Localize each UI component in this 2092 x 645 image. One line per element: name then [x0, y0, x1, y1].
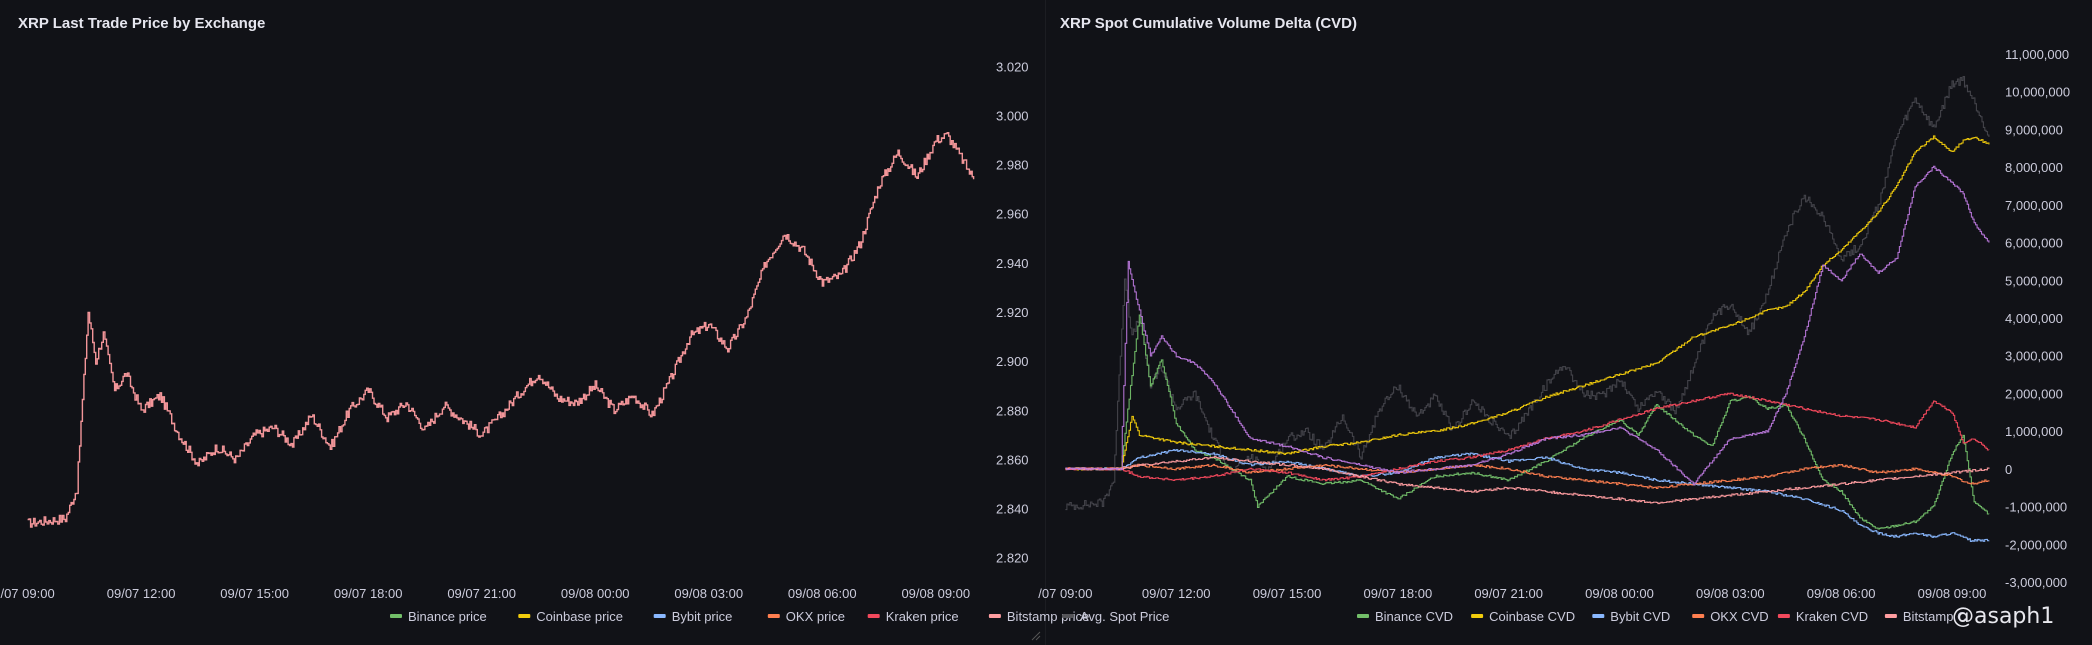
legend-swatch — [1062, 614, 1074, 618]
x-tick-label: 09/08 09:00 — [901, 586, 970, 601]
y-tick-label: 2.940 — [996, 256, 1029, 271]
x-tick-label: 09/08 03:00 — [674, 586, 743, 601]
legend-item: Bybit price — [672, 609, 733, 624]
legend-swatch — [653, 614, 666, 618]
y-tick-label: 2.920 — [996, 305, 1029, 320]
y-tick-label: 2.960 — [996, 207, 1029, 222]
y-tick-label: 0 — [2005, 462, 2012, 477]
y-tick-label: 10,000,000 — [2005, 85, 2070, 100]
legend-item: Bitstamp price — [1007, 609, 1089, 624]
legend-swatch — [988, 614, 1001, 618]
x-tick-label: 09/07 15:00 — [1253, 586, 1322, 601]
y-tick-label: 9,000,000 — [2005, 122, 2063, 137]
legend-item: OKX price — [786, 609, 845, 624]
x-tick-label: 09/07 15:00 — [220, 586, 289, 601]
legend-item: Kraken CVD — [1796, 609, 1868, 624]
legend-swatch — [1357, 614, 1369, 618]
y-tick-label: 2.900 — [996, 354, 1029, 369]
watermark: @asaph1 — [1952, 604, 2055, 629]
series-line — [1065, 314, 1990, 530]
y-tick-label: 2.880 — [996, 403, 1029, 418]
x-tick-label: 09/08 06:00 — [1807, 586, 1876, 601]
y-tick-label: 2.820 — [996, 551, 1029, 566]
legend-swatch — [518, 614, 531, 618]
y-tick-label: 8,000,000 — [2005, 160, 2063, 175]
x-tick-label: 09/07 12:00 — [1142, 586, 1211, 601]
chart-title-cvd: XRP Spot Cumulative Volume Delta (CVD) — [1060, 15, 1357, 32]
legend-swatch — [1777, 614, 1790, 618]
y-tick-label: 5,000,000 — [2005, 273, 2063, 288]
x-tick-label: 09/07 21:00 — [447, 586, 516, 601]
x-tick-label: 09/08 03:00 — [1696, 586, 1765, 601]
legend-swatch — [767, 614, 780, 618]
series-line — [1065, 449, 1990, 543]
y-tick-label: -2,000,000 — [2005, 537, 2067, 552]
y-tick-label: 11,000,000 — [2005, 47, 2069, 62]
resize-handle-icon — [1031, 631, 1041, 641]
x-tick-label: 09/08 06:00 — [788, 586, 857, 601]
y-tick-label: 7,000,000 — [2005, 198, 2063, 213]
legend-item: Avg. Spot Price — [1080, 609, 1169, 624]
series-line — [1065, 135, 1990, 471]
y-tick-label: 6,000,000 — [2005, 236, 2063, 251]
legend-swatch — [1884, 614, 1897, 618]
y-tick-label: 1,000,000 — [2005, 424, 2063, 439]
y-tick-label: 2.840 — [996, 502, 1029, 517]
series-line — [1065, 392, 1990, 482]
series-line — [27, 132, 975, 528]
legend-swatch — [1471, 614, 1484, 618]
x-tick-label: 09/08 00:00 — [561, 586, 630, 601]
y-tick-label: 2,000,000 — [2005, 386, 2063, 401]
series-line — [1065, 463, 1990, 489]
y-tick-label: 3.020 — [996, 59, 1029, 74]
legend-swatch — [390, 614, 402, 618]
y-tick-label: 4,000,000 — [2005, 311, 2063, 326]
y-tick-label: -3,000,000 — [2005, 575, 2067, 590]
legend-swatch — [867, 614, 880, 618]
legend-swatch — [1692, 614, 1705, 618]
legend-swatch — [1592, 614, 1605, 618]
x-tick-label: 09/07 12:00 — [107, 586, 176, 601]
x-tick-label: 09/08 09:00 — [1918, 586, 1987, 601]
y-tick-label: 2.980 — [996, 158, 1029, 173]
x-tick-label: /07 09:00 — [0, 586, 54, 601]
legend-item: Binance price — [408, 609, 487, 624]
y-tick-label: 3,000,000 — [2005, 349, 2063, 364]
y-tick-label: 3.000 — [996, 108, 1029, 123]
y-tick-label: -1,000,000 — [2005, 500, 2067, 515]
x-tick-label: 09/07 21:00 — [1474, 586, 1543, 601]
legend-item: Kraken price — [886, 609, 959, 624]
x-tick-label: 09/08 00:00 — [1585, 586, 1654, 601]
legend-item: OKX CVD — [1710, 609, 1769, 624]
x-tick-label: /07 09:00 — [1038, 586, 1092, 601]
series-line — [1065, 165, 1990, 486]
legend-item: Bitstamp C — [1903, 609, 1967, 624]
panel-divider — [1045, 0, 1046, 645]
y-tick-label: 2.860 — [996, 452, 1029, 467]
legend-item: Bybit CVD — [1610, 609, 1670, 624]
x-tick-label: 09/07 18:00 — [334, 586, 403, 601]
legend-item: Coinbase CVD — [1489, 609, 1575, 624]
x-tick-label: 09/07 18:00 — [1364, 586, 1433, 601]
legend-item: Binance CVD — [1375, 609, 1453, 624]
legend-item: Coinbase price — [536, 609, 623, 624]
series-line — [1065, 456, 1990, 505]
chart-title-price: XRP Last Trade Price by Exchange — [18, 15, 266, 32]
